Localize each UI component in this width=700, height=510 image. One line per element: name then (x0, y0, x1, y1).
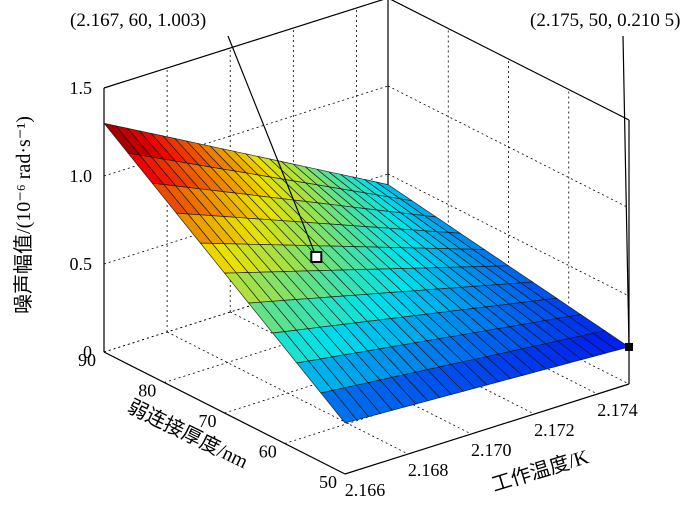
x-tick-label: 2.166 (345, 480, 386, 500)
annotation-marker (625, 342, 633, 351)
tick-layer: 0 0.5 1.0 1.5 50 60 70 80 90 2.166 2.168 2.170 2.172… (70, 78, 638, 500)
annotation-marker (310, 250, 323, 263)
annotation-label: (2.167, 60, 1.003) (70, 10, 206, 31)
y-axis-label: 弱连接厚度/nm (124, 395, 252, 473)
box-edge-3 (103, 0, 384, 89)
surface-layer (103, 122, 630, 424)
y-tick-label: 60 (259, 442, 277, 462)
y-tick-label: 70 (199, 411, 217, 431)
wall-xmax-grid-z-2 (387, 85, 630, 209)
y-tick-label: 50 (319, 472, 337, 492)
x-tick-label: 2.170 (471, 440, 512, 460)
z-axis-label: 噪声幅值/(10⁻⁶ rad·s⁻¹) (12, 116, 35, 314)
y-tick-label: 90 (78, 350, 96, 370)
z-tick-label: 0.5 (70, 254, 93, 274)
z-tick-label: 1.0 (70, 166, 93, 186)
z-tick-label: 1.5 (70, 78, 93, 98)
annotation-leader-0 (227, 35, 317, 258)
wall-xmax-grid-z-1 (387, 173, 630, 297)
annotation-label: (2.175, 50, 0.210 5) (530, 10, 680, 31)
annotation-layer: (2.167, 60, 1.003) (2.175, 50, 0.210 5) (70, 10, 680, 351)
y-tick-label: 80 (138, 381, 156, 401)
x-tick-label: 2.174 (597, 400, 638, 420)
box-edge-4 (390, 0, 630, 121)
box-edge-6 (344, 383, 630, 475)
z-tick-label: 0 (83, 342, 92, 362)
x-tick-label: 2.172 (534, 420, 575, 440)
axes-layer (103, 0, 630, 475)
box-edge-5 (103, 351, 346, 475)
x-tick-label: 2.168 (408, 460, 449, 480)
annotation-leader-1 (622, 35, 630, 347)
